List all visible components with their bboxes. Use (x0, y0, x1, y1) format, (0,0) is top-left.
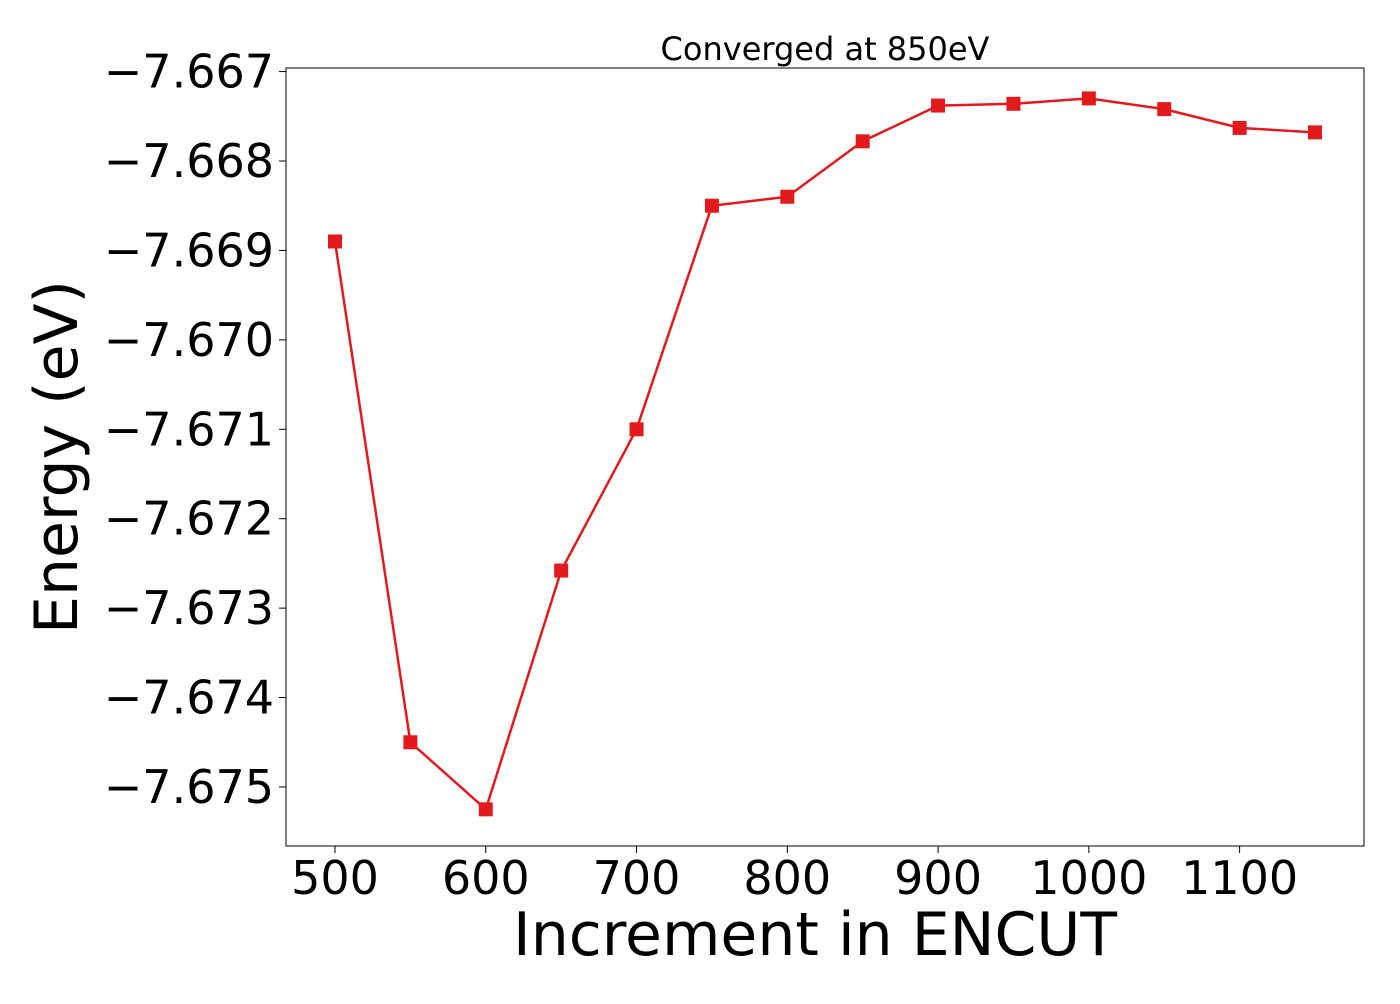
x-tick-label: 700 (593, 851, 681, 905)
x-tick-label: 800 (743, 851, 831, 905)
x-tick-label: 500 (291, 851, 379, 905)
data-point-marker (780, 189, 795, 204)
x-tick-label: 900 (894, 851, 982, 905)
y-tick-label: −7.670 (104, 313, 274, 367)
y-tick-label: −7.668 (104, 134, 274, 188)
y-axis-label: Energy (eV) (22, 280, 92, 634)
data-point-marker (1308, 125, 1322, 140)
data-point-marker (931, 98, 946, 113)
y-tick-label: −7.675 (104, 760, 274, 814)
data-point-marker (328, 234, 342, 249)
y-tick-label: −7.671 (104, 402, 274, 456)
y-tick-label: −7.669 (104, 223, 274, 277)
data-point-marker (1157, 102, 1172, 117)
data-point-marker (1232, 120, 1247, 135)
x-axis-label: Increment in ENCUT (513, 900, 1117, 970)
x-tick-label: 1100 (1181, 851, 1298, 905)
axes-frame (285, 67, 1365, 847)
data-point-marker (403, 735, 418, 750)
data-point-marker (704, 198, 719, 213)
x-tick-label: 1000 (1030, 851, 1147, 905)
x-tick-label: 600 (442, 851, 530, 905)
data-point-marker (1081, 91, 1096, 106)
data-point-marker (554, 563, 569, 578)
data-point-marker (478, 802, 493, 817)
series-line (333, 97, 1316, 811)
y-tick-label: −7.674 (104, 671, 274, 725)
y-tick-label: −7.672 (104, 492, 274, 546)
chart-title: Converged at 850eV (661, 30, 990, 68)
data-point-marker (629, 422, 644, 437)
y-tick-label: −7.673 (104, 581, 274, 635)
data-point-marker (1006, 96, 1021, 111)
plot-area: 500 600 700 800 900 1000 1100 −7.667 −7.668 −7.66… (104, 45, 1365, 905)
y-tick-label: −7.667 (104, 45, 274, 99)
data-point-marker (855, 134, 870, 149)
